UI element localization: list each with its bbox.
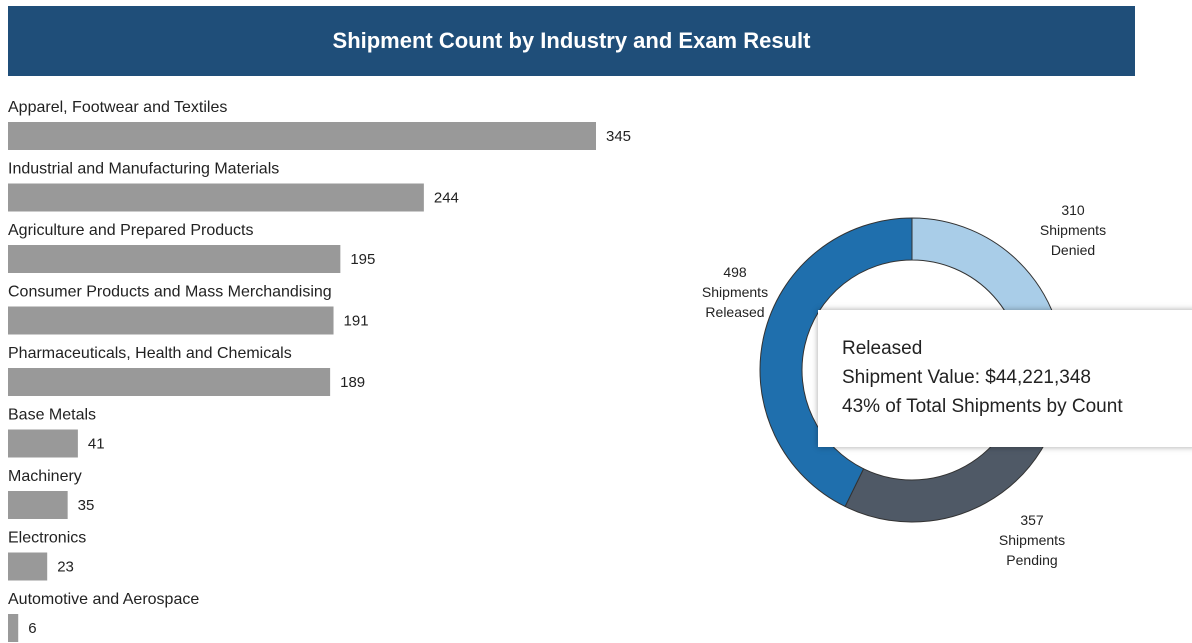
- bar: [8, 245, 341, 273]
- category-label: Industrial and Manufacturing Materials: [8, 161, 279, 178]
- slice-value: 310: [1061, 202, 1085, 218]
- data-label: 195: [350, 251, 375, 268]
- category-label: Machinery: [8, 468, 82, 485]
- bar: [8, 368, 331, 396]
- category-label: Automotive and Aerospace: [8, 591, 199, 608]
- tooltip-line: Shipment Value: $44,221,348: [842, 367, 1091, 388]
- bar: [8, 183, 424, 212]
- tooltip-title: Released: [842, 338, 923, 359]
- category-label: Electronics: [8, 530, 86, 547]
- bar: [8, 614, 19, 642]
- slice-category: Shipments Denied: [1039, 222, 1107, 258]
- category-label: Consumer Products and Mass Merchandising: [8, 284, 332, 301]
- bar: [8, 552, 48, 581]
- data-label: 191: [344, 312, 369, 329]
- data-label: 35: [78, 497, 95, 514]
- bar: [8, 122, 596, 150]
- data-label: 244: [434, 189, 459, 206]
- data-label: 189: [340, 374, 365, 391]
- bar: [8, 429, 78, 458]
- category-label: Pharmaceuticals, Health and Chemicals: [8, 345, 292, 362]
- slice-category: Shipments Pending: [998, 532, 1066, 568]
- tooltip: Released Shipment Value: $44,221,348 43%…: [818, 310, 1192, 447]
- bar: [8, 491, 68, 519]
- data-label: 6: [28, 620, 36, 637]
- category-label: Agriculture and Prepared Products: [8, 222, 253, 239]
- bar: [8, 306, 334, 335]
- slice-label: 357 Shipments Pending: [977, 510, 1087, 570]
- slice-value: 498: [723, 264, 747, 280]
- slice-label: 310 Shipments Denied: [1018, 200, 1128, 260]
- slice-category: Shipments Released: [701, 284, 769, 320]
- category-label: Base Metals: [8, 407, 96, 424]
- data-label: 345: [606, 128, 631, 145]
- data-label: 41: [88, 435, 105, 452]
- donut-slice: [759, 217, 913, 508]
- tooltip-line: 43% of Total Shipments by Count: [842, 396, 1123, 417]
- slice-value: 357: [1020, 512, 1044, 528]
- chart-title: Shipment Count by Industry and Exam Resu…: [8, 6, 1135, 76]
- category-label: Apparel, Footwear and Textiles: [8, 99, 227, 116]
- data-label: 23: [57, 558, 74, 575]
- slice-label: 498 Shipments Released: [680, 262, 790, 322]
